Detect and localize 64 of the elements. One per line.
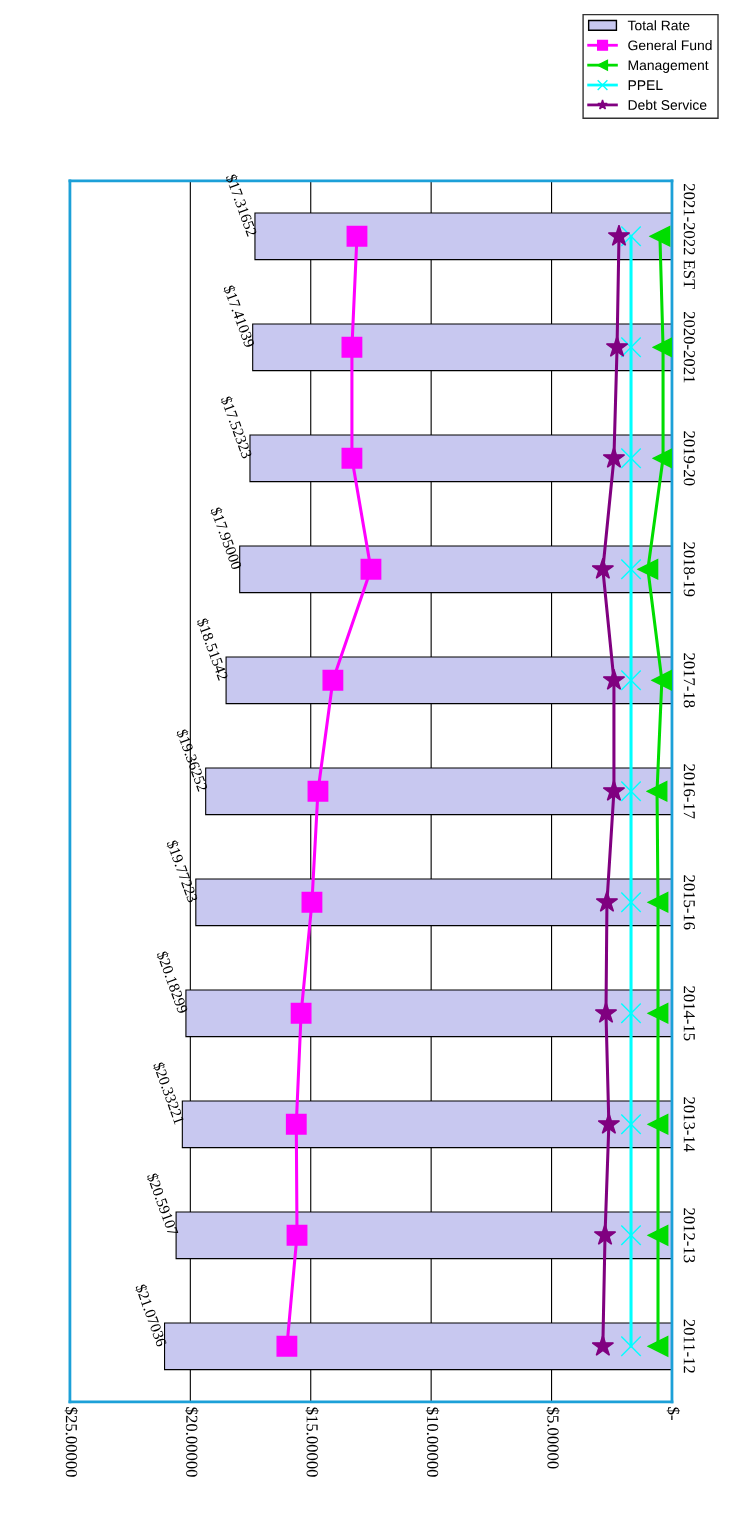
point [647, 891, 669, 913]
point [620, 225, 642, 247]
point [647, 1002, 669, 1024]
y-tick-label: 2014-15 [683, 986, 695, 1041]
point [605, 335, 629, 357]
point [301, 891, 323, 913]
point [276, 1335, 298, 1357]
point [620, 1002, 642, 1024]
y-tick-label: 2021-2022 EST [683, 184, 695, 290]
point [341, 336, 363, 358]
point [597, 1112, 621, 1134]
point [620, 669, 642, 691]
point [594, 1001, 618, 1023]
y-tick-label: 2013-14 [683, 1097, 695, 1152]
point [346, 225, 368, 247]
legend-label: Management [628, 60, 709, 73]
y-tick-label: 2018-19 [683, 542, 695, 597]
x-tick-label: $5.00000 [546, 1407, 560, 1469]
point [591, 1334, 615, 1356]
point [620, 1224, 642, 1246]
point [620, 780, 642, 802]
point [602, 446, 626, 468]
point [647, 1335, 669, 1357]
y-tick-label: 2020-2021 [683, 311, 695, 383]
legend-label: General Fund [628, 40, 712, 51]
legend-label: PPEL [628, 80, 663, 90]
y-tick-label: 2012-13 [683, 1208, 695, 1263]
x-tick-label: $15.00000 [305, 1407, 319, 1477]
x-tick-label: $20.00000 [185, 1407, 199, 1477]
point [607, 224, 631, 246]
legend-label: Total Rate [627, 20, 690, 31]
point [647, 1224, 669, 1246]
point [620, 558, 642, 580]
x-tick-label: $25.00000 [64, 1407, 78, 1477]
y-tick-label: 2019-20 [683, 431, 695, 486]
point [620, 1113, 642, 1135]
point [602, 779, 626, 801]
point [602, 668, 626, 690]
point [341, 447, 363, 469]
point [649, 225, 671, 247]
point [322, 669, 344, 691]
point [290, 1002, 312, 1024]
point [620, 1335, 642, 1357]
x-tick-label: $10.00000 [425, 1407, 440, 1477]
x-tick-label: $- [666, 1407, 681, 1420]
point [285, 1113, 307, 1135]
point [620, 336, 642, 358]
point [286, 1224, 308, 1246]
point [360, 558, 382, 580]
legend-label: Debt Service [628, 99, 707, 110]
point [593, 1223, 617, 1245]
point [307, 780, 329, 802]
y-tick-label: 2015-16 [683, 875, 695, 930]
point [647, 1113, 669, 1135]
y-tick-label: 2011-12 [683, 1319, 695, 1373]
point [637, 558, 659, 580]
y-tick-label: 2016-17 [683, 764, 695, 819]
point [620, 447, 642, 469]
point [646, 780, 668, 802]
y-tick-label: 2017-18 [683, 653, 695, 708]
point [651, 669, 672, 691]
point [620, 891, 642, 913]
point [591, 557, 615, 579]
point [595, 890, 619, 912]
